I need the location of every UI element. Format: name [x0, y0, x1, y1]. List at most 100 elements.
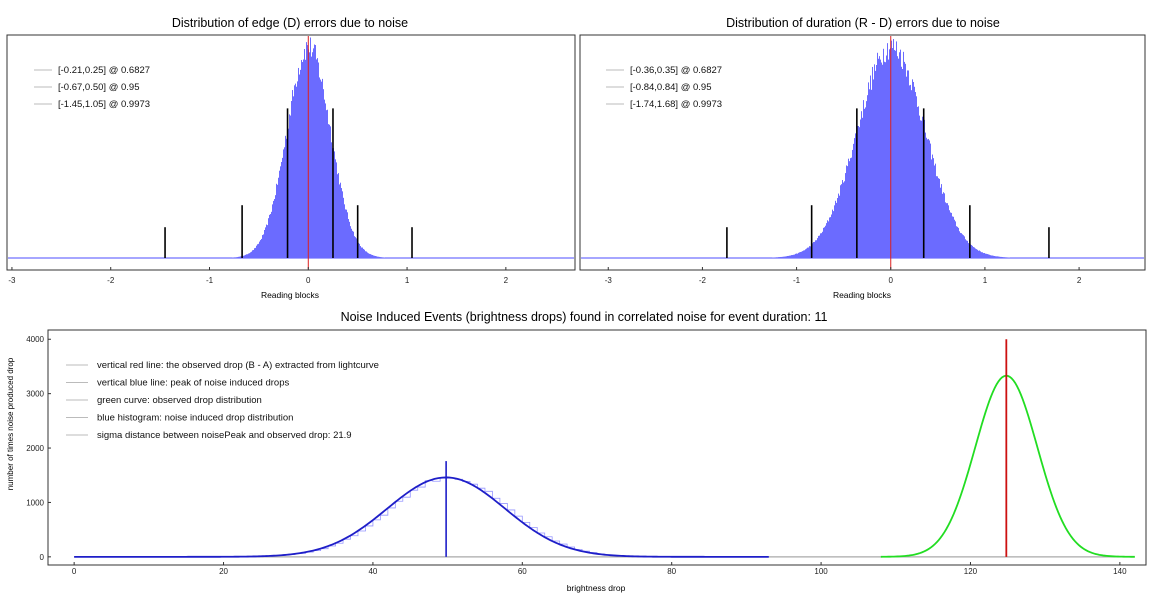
duration-error-panel: Distribution of duration (R - D) errors … — [579, 16, 1146, 300]
duration-histogram-bar — [952, 216, 953, 258]
edge-histogram-bar — [327, 109, 328, 258]
drops-x-tick-label: 0 — [72, 567, 77, 576]
edge-histogram-bar — [341, 188, 342, 258]
edge-histogram-bar — [298, 67, 299, 259]
drops-x-tick-label: 120 — [964, 567, 978, 576]
drops-x-tick-label: 80 — [667, 567, 676, 576]
duration-histogram-bar — [876, 65, 877, 259]
duration-histogram-bar — [801, 251, 802, 258]
duration-histogram-bar — [899, 52, 900, 259]
duration-histogram-bar — [832, 209, 833, 258]
edge-histogram-bar — [274, 199, 275, 258]
duration-histogram-bar — [929, 140, 930, 258]
edge-histogram-bar — [273, 200, 274, 258]
edge-histogram-bar — [325, 103, 326, 258]
edge-histogram-bar — [244, 255, 245, 258]
edge-x-axis-label: Reading blocks — [261, 290, 319, 300]
duration-histogram-bar — [920, 120, 921, 258]
duration-histogram-bar — [837, 198, 838, 258]
duration-histogram-bar — [822, 231, 823, 258]
edge-histogram-bar — [267, 225, 268, 258]
duration-histogram-bar — [897, 56, 898, 258]
edge-histogram-bar — [284, 147, 285, 258]
duration-histogram-bar — [995, 256, 996, 258]
duration-x-tick-label: -1 — [793, 276, 801, 285]
observed-drop-curve — [880, 374, 1135, 558]
duration-legend-entry: [-0.84,0.84] @ 0.95 — [630, 82, 711, 93]
duration-histogram-bar — [904, 61, 905, 258]
duration-histogram-bar — [841, 184, 842, 258]
edge-histogram-bar — [234, 257, 235, 258]
duration-histogram-bar — [1006, 257, 1007, 258]
duration-histogram-bar — [833, 211, 834, 258]
duration-histogram-bar — [1008, 257, 1009, 258]
noise-histogram-outline — [298, 477, 605, 555]
duration-histogram-bar — [824, 227, 825, 258]
duration-histogram-bar — [962, 234, 963, 258]
duration-histogram-bar — [893, 39, 894, 258]
drops-legend-entry: sigma distance between noisePeak and obs… — [97, 430, 352, 441]
duration-histogram-bar — [862, 117, 863, 259]
edge-histogram-bar — [359, 243, 360, 258]
edge-histogram-bar — [288, 128, 289, 258]
drops-x-tick-label: 140 — [1113, 567, 1127, 576]
duration-histogram-bar — [829, 217, 830, 258]
edge-histogram-bar — [237, 257, 238, 258]
edge-histogram-bar — [315, 45, 316, 258]
drops-chart-title: Noise Induced Events (brightness drops) … — [341, 310, 828, 324]
duration-histogram-bar — [782, 256, 783, 258]
edge-histogram-bar — [351, 228, 352, 258]
edge-histogram-bar — [334, 151, 335, 258]
edge-histogram-bar — [343, 197, 344, 258]
duration-histogram-bar — [992, 255, 993, 258]
duration-histogram-bar — [875, 70, 876, 258]
duration-histogram-bar — [882, 64, 883, 258]
duration-histogram-bar — [940, 187, 941, 258]
edge-histogram-bar — [285, 135, 286, 258]
edge-histogram-bar — [382, 257, 383, 258]
duration-histogram-bar — [939, 178, 940, 258]
edge-histogram-bar — [303, 59, 304, 259]
duration-histogram-bar — [815, 240, 816, 258]
edge-histogram-bar — [262, 235, 263, 258]
duration-histogram-bar — [874, 64, 875, 258]
edge-histogram-bar — [261, 238, 262, 258]
duration-x-axis-label: Reading blocks — [833, 290, 891, 300]
duration-histogram-bar — [901, 66, 902, 259]
edge-histogram-bar — [337, 174, 338, 258]
edge-histogram-bar — [348, 219, 349, 258]
edge-histogram-bar — [347, 212, 348, 258]
duration-histogram-bar — [788, 255, 789, 258]
edge-histogram-bar — [328, 124, 329, 258]
edge-histogram-bar — [321, 81, 322, 258]
duration-histogram-bar — [809, 246, 810, 258]
duration-histogram-bar — [806, 248, 807, 258]
edge-histogram-bar — [358, 242, 359, 258]
duration-histogram-bar — [784, 256, 785, 258]
edge-histogram-bar — [371, 254, 372, 258]
edge-histogram-bar — [366, 251, 367, 258]
edge-histogram-bar — [316, 59, 317, 259]
duration-histogram-bar — [881, 62, 882, 258]
edge-histogram-bar — [272, 204, 273, 258]
duration-histogram-bar — [880, 59, 881, 258]
edge-histogram-bar — [311, 56, 312, 259]
duration-histogram-bar — [810, 246, 811, 258]
duration-histogram-bar — [896, 41, 897, 258]
edge-histogram-bar — [307, 45, 308, 258]
duration-histogram-bar — [954, 219, 955, 258]
edge-histogram-bar — [381, 257, 382, 258]
duration-histogram-bar — [916, 96, 917, 259]
edge-histogram-bar — [378, 256, 379, 258]
duration-histogram-bar — [877, 52, 878, 258]
duration-histogram-bar — [776, 257, 777, 258]
edge-histogram-bar — [263, 234, 264, 258]
drops-y-tick-label: 3000 — [26, 390, 44, 399]
edge-histogram-bar — [238, 256, 239, 258]
duration-histogram-bar — [902, 69, 903, 258]
drops-x-tick-label: 40 — [368, 567, 377, 576]
duration-histogram-bar — [828, 221, 829, 258]
duration-histogram-bar — [804, 250, 805, 258]
edge-histogram-bar — [356, 238, 357, 258]
duration-histogram-bar — [967, 240, 968, 258]
